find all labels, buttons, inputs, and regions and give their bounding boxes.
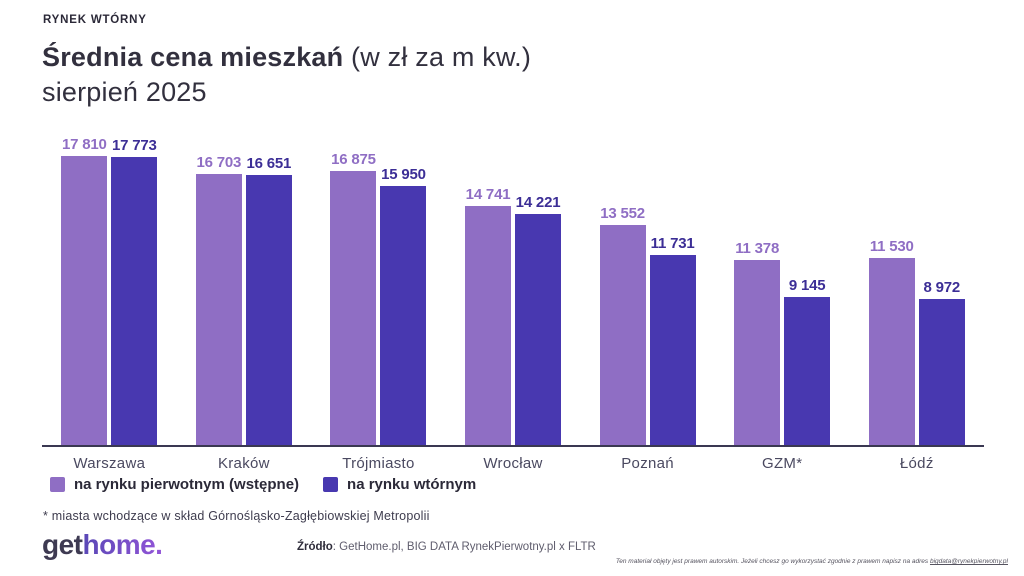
barcol-secondary: 16 651 bbox=[245, 154, 292, 445]
bar bbox=[649, 254, 696, 445]
page-title-line1: Średnia cena mieszkań (w zł za m kw.) bbox=[42, 40, 531, 75]
bar-value-label: 17 810 bbox=[61, 136, 107, 153]
bar-group-tr-jmiasto: 16 875 15 950 bbox=[311, 130, 446, 445]
bar bbox=[868, 257, 915, 445]
bar-value-label: 11 530 bbox=[869, 237, 914, 255]
title-main: Średnia cena mieszkań bbox=[42, 42, 352, 72]
legend-label-primary: na rynku pierwotnym (wstępne) bbox=[74, 476, 300, 493]
bar bbox=[515, 214, 562, 445]
x-axis-label: GZM* bbox=[761, 455, 803, 472]
barcol-secondary: 11 731 bbox=[649, 234, 696, 445]
x-axis-label: Łódź bbox=[899, 455, 934, 472]
copyright-disclaimer: Ten materiał objęty jest prawem autorski… bbox=[616, 558, 1008, 565]
logo-part-home: home. bbox=[82, 529, 163, 560]
gethome-logo: gethome. bbox=[42, 529, 163, 561]
bar bbox=[599, 225, 646, 445]
bar bbox=[734, 260, 781, 445]
x-axis-labels: Warszawa Kraków Trójmiasto Wrocław Poznań GZM… bbox=[42, 455, 984, 472]
x-axis-label: Kraków bbox=[217, 455, 270, 472]
bar-value-label: 16 651 bbox=[246, 154, 292, 172]
report-eyebrow: RYNEK WTÓRNY bbox=[43, 14, 147, 26]
bar-group--d-: 11 530 8 972 bbox=[849, 130, 984, 445]
x-axis-label: Poznań bbox=[621, 455, 674, 472]
bar bbox=[380, 186, 427, 445]
bar-group-gzm-: 11 378 9 145 bbox=[715, 130, 850, 445]
barcol-secondary: 17 773 bbox=[111, 136, 158, 445]
source-label: Źródło bbox=[297, 541, 333, 553]
barcol-primary: 13 552 bbox=[599, 205, 646, 445]
bar bbox=[195, 174, 242, 445]
bar-value-label: 14 741 bbox=[465, 185, 511, 203]
title-unit: (w zł za m kw.) bbox=[351, 42, 532, 72]
barcol-primary: 16 703 bbox=[195, 154, 242, 445]
x-axis-label: Trójmiasto bbox=[342, 455, 415, 472]
bar-value-label: 11 378 bbox=[735, 240, 780, 258]
bar-chart: 17 810 17 773 16 703 16 651 16 875 15 950 14 7… bbox=[42, 130, 984, 472]
legend-item-secondary: na rynku wtórnym bbox=[323, 476, 476, 493]
source-text: : GetHome.pl, BIG DATA RynekPierwotny.pl… bbox=[332, 541, 596, 553]
barcol-secondary: 8 972 bbox=[918, 279, 965, 445]
barcol-secondary: 9 145 bbox=[784, 276, 831, 445]
bar bbox=[61, 156, 108, 445]
barcol-primary: 16 875 bbox=[330, 151, 377, 445]
legend-swatch-primary bbox=[50, 477, 65, 492]
barcol-primary: 17 810 bbox=[61, 136, 108, 445]
barcol-secondary: 14 221 bbox=[515, 194, 562, 445]
footnote: * miasta wchodzące w skład Górnośląsko-Z… bbox=[43, 509, 430, 523]
bar bbox=[784, 296, 831, 445]
page-title-line2: sierpień 2025 bbox=[42, 77, 207, 107]
page-title: Średnia cena mieszkań (w zł za m kw.) si… bbox=[42, 40, 531, 110]
legend-swatch-secondary bbox=[323, 477, 339, 492]
logo-part-get: get bbox=[42, 529, 83, 560]
bar-group-krak-w: 16 703 16 651 bbox=[177, 130, 312, 445]
bar-value-label: 17 773 bbox=[111, 136, 157, 154]
x-axis-label: Warszawa bbox=[73, 455, 146, 472]
bar-value-label: 16 703 bbox=[196, 154, 242, 171]
bar-group-pozna-: 13 552 11 731 bbox=[580, 130, 715, 445]
barcol-primary: 11 378 bbox=[734, 240, 781, 445]
bar-value-label: 9 145 bbox=[788, 276, 826, 294]
x-axis-label: Wrocław bbox=[483, 455, 543, 472]
barcol-primary: 14 741 bbox=[465, 185, 512, 445]
bar-value-label: 11 731 bbox=[650, 234, 695, 252]
contact-email-link[interactable]: bigdata@rynekpierwotny.pl bbox=[929, 558, 1008, 565]
disclaimer-text: Ten materiał objęty jest prawem autorski… bbox=[615, 558, 930, 565]
bar-value-label: 15 950 bbox=[381, 166, 426, 184]
bar-value-label: 8 972 bbox=[923, 279, 961, 297]
legend-item-primary: na rynku pierwotnym (wstępne) bbox=[50, 476, 299, 493]
bar-value-label: 16 875 bbox=[331, 151, 376, 169]
bar bbox=[465, 205, 512, 445]
bar bbox=[918, 299, 965, 445]
barcol-secondary: 15 950 bbox=[380, 166, 427, 445]
bar-group-wroc-aw: 14 741 14 221 bbox=[446, 130, 581, 445]
source-line: Źródło: GetHome.pl, BIG DATA RynekPierwo… bbox=[297, 541, 596, 553]
bar-group-warszawa: 17 810 17 773 bbox=[42, 130, 177, 445]
chart-plot-area: 17 810 17 773 16 703 16 651 16 875 15 950 14 7… bbox=[42, 130, 984, 447]
chart-legend: na rynku pierwotnym (wstępne) na rynku w… bbox=[50, 476, 476, 493]
bar-value-label: 13 552 bbox=[600, 205, 645, 223]
barcol-primary: 11 530 bbox=[868, 237, 915, 445]
legend-label-secondary: na rynku wtórnym bbox=[347, 476, 477, 493]
bar bbox=[111, 156, 158, 445]
bar-value-label: 14 221 bbox=[515, 194, 561, 212]
bar bbox=[245, 174, 292, 445]
bar bbox=[330, 171, 377, 445]
